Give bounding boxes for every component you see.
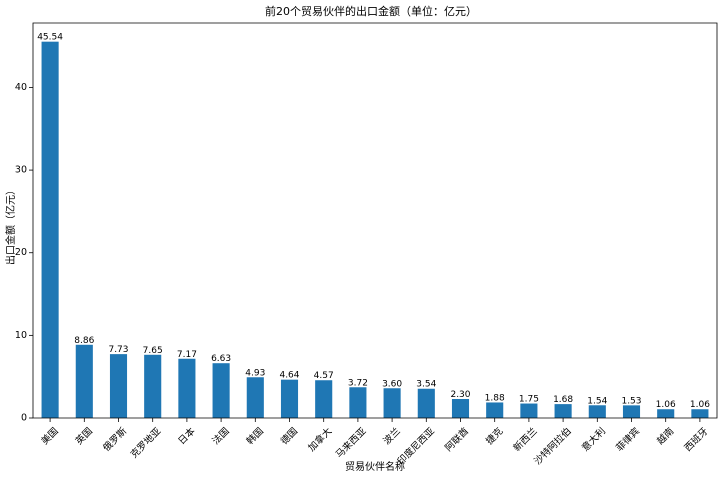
bar <box>109 354 128 418</box>
bar-value-label: 6.63 <box>211 354 231 364</box>
bar-value-label: 3.60 <box>382 379 402 389</box>
bar-value-label: 1.53 <box>621 396 641 406</box>
bar-value-label: 4.57 <box>314 371 334 381</box>
y-axis-label: 出口金额（亿元） <box>4 185 17 265</box>
bar <box>178 358 196 418</box>
bar <box>520 403 538 418</box>
bar <box>554 404 572 418</box>
y-tick-label: 40 <box>15 82 27 93</box>
bar-value-label: 1.88 <box>485 393 505 403</box>
bar <box>280 379 299 418</box>
chart-title: 前20个贸易伙伴的出口金额（单位：亿元） <box>265 4 477 18</box>
y-axis: 0 10 20 30 40 <box>15 82 33 424</box>
x-tick-label: 英国 <box>73 425 95 447</box>
x-tick-label: 印度尼西亚 <box>395 425 437 467</box>
x-tick-label: 越南 <box>654 425 676 447</box>
bar <box>691 409 709 418</box>
x-tick-label: 德国 <box>278 425 300 447</box>
bar-value-label: 3.72 <box>348 378 368 388</box>
x-tick-label: 阿联酋 <box>443 425 472 454</box>
x-tick-label: 克罗地亚 <box>128 425 164 461</box>
y-tick-label: 30 <box>15 165 27 176</box>
x-tick-label: 法国 <box>210 425 232 447</box>
x-tick-label: 菲律宾 <box>614 425 643 454</box>
bar-value-label: 1.68 <box>553 395 573 405</box>
bar <box>315 380 333 418</box>
bar <box>486 402 504 418</box>
bar <box>451 398 470 418</box>
x-tick-label: 加拿大 <box>306 425 335 454</box>
x-tick-label: 韩国 <box>244 425 266 447</box>
x-tick-label: 西班牙 <box>682 425 711 454</box>
bar <box>41 41 59 419</box>
bar-value-label: 1.06 <box>656 400 676 410</box>
bar <box>75 344 93 418</box>
bar-value-label: 7.73 <box>108 345 128 355</box>
x-tick-label: 新西兰 <box>511 425 540 454</box>
value-labels-group: 45.54 8.86 7.73 7.65 7.17 6.63 4.93 4.64 4.57 3.7… <box>37 33 710 411</box>
bar-value-label: 7.17 <box>177 350 197 360</box>
bar-value-label: 1.75 <box>519 395 539 405</box>
bar-value-label: 1.54 <box>587 396 607 406</box>
x-tick-label: 俄罗斯 <box>101 425 130 454</box>
x-tick-label: 捷克 <box>483 425 505 447</box>
bar-value-label: 4.64 <box>279 371 299 381</box>
bar <box>657 409 675 418</box>
bar <box>144 354 162 418</box>
bar <box>588 405 606 418</box>
x-tick-label: 波兰 <box>381 425 403 447</box>
y-tick-label: 20 <box>15 247 27 258</box>
bar <box>349 387 367 418</box>
x-tick-label: 意大利 <box>579 425 608 454</box>
x-tick-label: 美国 <box>39 425 61 447</box>
bars-group <box>41 41 709 419</box>
bar <box>383 388 401 418</box>
plot-frame <box>32 22 718 419</box>
bar-value-label: 2.30 <box>450 390 470 400</box>
bar <box>246 377 264 418</box>
x-tick-label: 沙特阿拉伯 <box>532 425 574 467</box>
bar <box>417 388 435 418</box>
bar-value-label: 45.54 <box>37 33 63 43</box>
bar-value-label: 1.06 <box>690 400 710 410</box>
y-tick-label: 0 <box>21 413 27 424</box>
bar-value-label: 3.54 <box>416 380 436 390</box>
bar-value-label: 4.93 <box>245 368 265 378</box>
bar <box>622 405 641 418</box>
bar <box>212 363 230 418</box>
y-tick-label: 10 <box>15 330 27 341</box>
x-tick-label: 日本 <box>176 425 198 447</box>
bar-value-label: 7.65 <box>143 346 163 356</box>
x-axis-label: 贸易伙伴名称 <box>345 460 405 473</box>
x-tick-label: 马来西亚 <box>334 426 369 461</box>
bar-value-label: 8.86 <box>74 336 94 346</box>
